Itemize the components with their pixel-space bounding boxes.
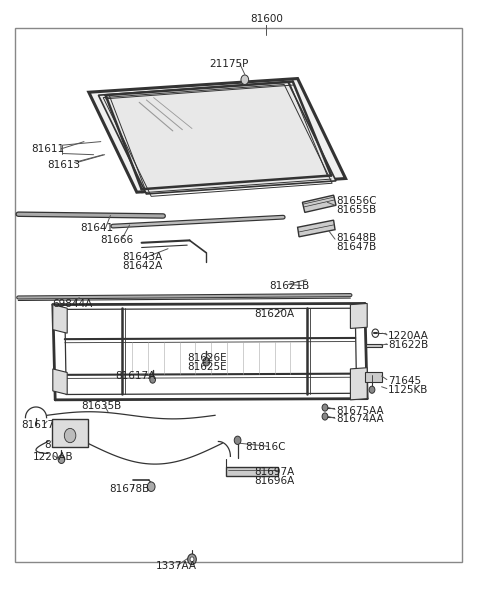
Circle shape — [241, 75, 249, 84]
Bar — [52, 419, 88, 447]
Text: 71645: 71645 — [388, 376, 421, 386]
Text: 81625E: 81625E — [187, 362, 227, 372]
Polygon shape — [365, 372, 382, 382]
Text: 1220AA: 1220AA — [388, 331, 429, 341]
Text: 81643A: 81643A — [122, 252, 163, 262]
Text: 81613: 81613 — [47, 161, 80, 170]
Text: 81656C: 81656C — [336, 196, 376, 206]
Polygon shape — [53, 369, 67, 394]
Text: 81666: 81666 — [100, 235, 133, 245]
Text: 81641: 81641 — [81, 223, 114, 233]
Text: 81647B: 81647B — [336, 242, 376, 252]
Circle shape — [322, 413, 328, 420]
Text: 1125KB: 1125KB — [388, 385, 428, 394]
Circle shape — [147, 482, 155, 491]
Text: 1337AA: 1337AA — [156, 562, 197, 571]
Polygon shape — [302, 195, 336, 212]
Text: 81621B: 81621B — [269, 281, 309, 291]
Text: 81620A: 81620A — [254, 309, 295, 319]
Circle shape — [58, 455, 65, 464]
Circle shape — [150, 376, 156, 383]
Text: 81635B: 81635B — [82, 402, 122, 411]
Text: 81674AA: 81674AA — [336, 415, 384, 424]
Circle shape — [369, 386, 375, 393]
Text: 81648B: 81648B — [336, 233, 376, 243]
Polygon shape — [366, 344, 382, 347]
Text: 81631: 81631 — [44, 440, 77, 450]
Text: 81655B: 81655B — [336, 205, 376, 215]
Circle shape — [190, 557, 194, 562]
Polygon shape — [350, 368, 367, 400]
Text: 81622B: 81622B — [388, 340, 428, 350]
Text: 81617B: 81617B — [22, 421, 62, 430]
Text: 81696A: 81696A — [254, 476, 295, 486]
Text: 81626E: 81626E — [187, 353, 227, 363]
Circle shape — [322, 404, 328, 411]
Text: 69844A: 69844A — [52, 299, 92, 309]
Circle shape — [234, 436, 241, 444]
Text: 81642A: 81642A — [122, 261, 163, 271]
Bar — [15, 28, 462, 562]
Text: 81617A: 81617A — [115, 371, 156, 381]
Text: 1220AB: 1220AB — [33, 452, 73, 462]
Polygon shape — [89, 79, 346, 192]
Polygon shape — [350, 303, 367, 328]
Text: 21175P: 21175P — [209, 60, 248, 69]
Text: 81600: 81600 — [250, 14, 283, 24]
Text: 81678B: 81678B — [109, 484, 150, 494]
Polygon shape — [53, 305, 67, 333]
Circle shape — [188, 554, 196, 565]
Polygon shape — [226, 467, 278, 476]
Polygon shape — [298, 220, 335, 237]
Text: 81675AA: 81675AA — [336, 406, 384, 415]
Circle shape — [203, 358, 210, 366]
Circle shape — [64, 428, 76, 443]
Text: 81816C: 81816C — [245, 443, 285, 452]
Polygon shape — [98, 82, 336, 194]
Text: 81611: 81611 — [31, 144, 64, 154]
Text: 81697A: 81697A — [254, 467, 295, 477]
